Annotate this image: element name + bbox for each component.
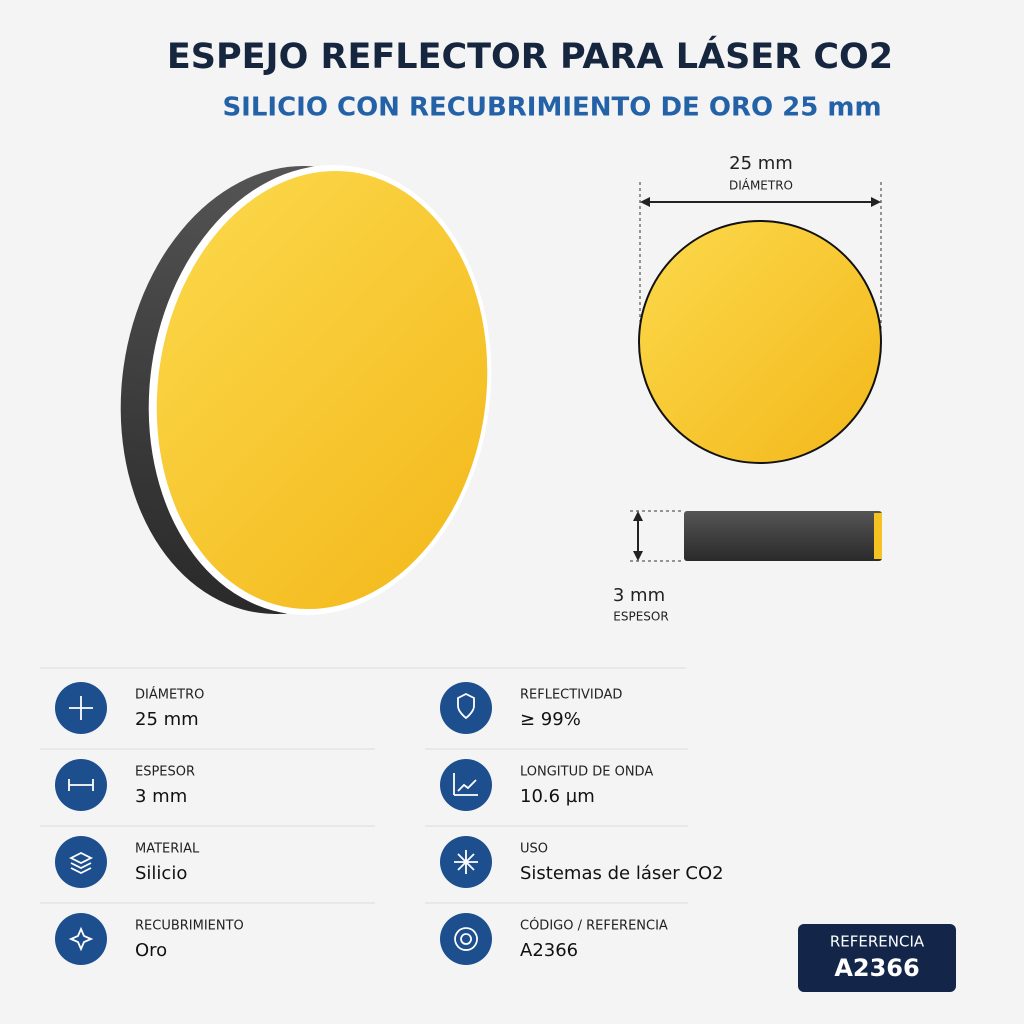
spec-icon <box>440 682 492 734</box>
thickness-value: 3 mm <box>613 585 665 606</box>
reference-badge <box>798 924 956 992</box>
diameter-value: 25 mm <box>729 153 793 174</box>
thickness-label: ESPESOR <box>613 610 668 624</box>
spec-icon-glyph <box>453 773 478 796</box>
mirror-illustration <box>120 164 492 616</box>
spec-value: A2366 <box>520 940 578 961</box>
diameter-diagram <box>638 182 882 464</box>
spec-icon-glyph <box>68 926 94 952</box>
spec-list: DIÁMETRO 25 mm REFLECTIVIDAD ≥ 99% ESPESOR 3 … <box>40 682 724 965</box>
spec-value: 10.6 µm <box>520 786 595 807</box>
diameter-label: DIÁMETRO <box>729 178 793 193</box>
spec-icon-glyph <box>68 779 94 791</box>
spec-label: REFLECTIVIDAD <box>520 688 622 703</box>
title: ESPEJO REFLECTOR PARA LÁSER CO2 <box>167 35 893 77</box>
spec-icon-glyph <box>454 927 478 951</box>
badge-label: REFERENCIA <box>830 933 925 951</box>
thickness-diagram <box>630 510 882 562</box>
spec-icon-glyph <box>457 692 475 720</box>
spec-value: Oro <box>135 940 167 961</box>
spec-value: 25 mm <box>135 709 199 730</box>
spec-icon <box>55 913 107 965</box>
badge-value: A2366 <box>834 954 919 982</box>
spec-icon <box>440 913 492 965</box>
spec-icon-glyph <box>69 696 93 720</box>
spec-label: DIÁMETRO <box>135 687 204 703</box>
spec-icon <box>440 759 492 811</box>
subtitle: SILICIO CON RECUBRIMIENTO DE ORO 25 mm <box>222 93 881 123</box>
spec-value: Silicio <box>135 863 187 884</box>
spec-value: 3 mm <box>135 786 187 807</box>
spec-label: ESPESOR <box>135 765 195 780</box>
spec-value: Sistemas de láser CO2 <box>520 863 724 884</box>
spec-label: MATERIAL <box>135 842 200 857</box>
spec-label: USO <box>520 842 548 857</box>
spec-label: CÓDIGO / REFERENCIA <box>520 918 668 934</box>
spec-value: ≥ 99% <box>520 709 581 730</box>
spec-label: LONGITUD DE ONDA <box>520 765 653 780</box>
spec-icon-glyph <box>68 851 94 875</box>
spec-label: RECUBRIMIENTO <box>135 919 244 934</box>
spec-icon-glyph <box>454 850 478 874</box>
